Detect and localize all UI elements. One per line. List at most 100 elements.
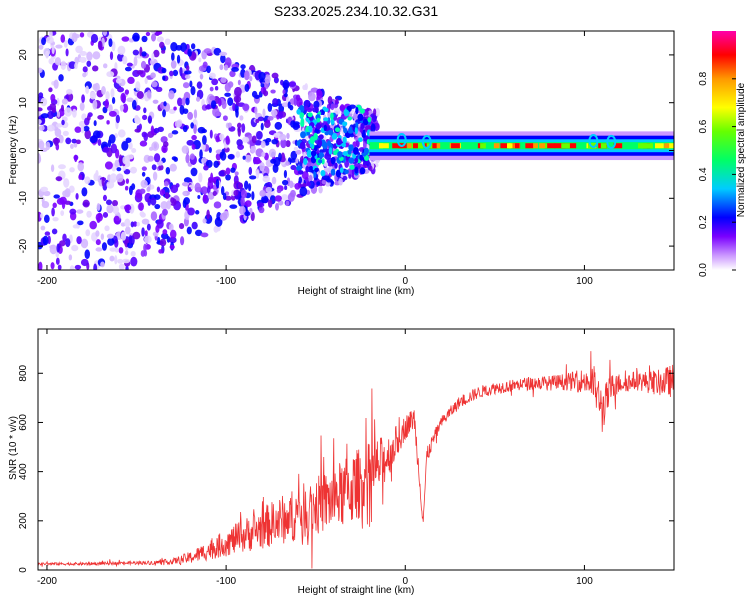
band-hotspot bbox=[529, 143, 538, 149]
spectrogram-blob bbox=[280, 138, 287, 149]
spectrogram-blob bbox=[86, 60, 92, 67]
spectrogram-blob-hot bbox=[320, 170, 326, 177]
spectrogram-blob bbox=[274, 195, 282, 202]
spectrogram-blob bbox=[161, 67, 167, 74]
band-hotspot bbox=[568, 143, 577, 149]
spectrogram-blob-hot bbox=[347, 116, 353, 121]
spectrogram-blob-hot bbox=[321, 158, 325, 165]
y-tick-label: 0 bbox=[18, 147, 29, 153]
spectrogram-blob bbox=[73, 33, 80, 39]
spectrogram-blob bbox=[120, 231, 127, 241]
spectrogram-blob bbox=[56, 243, 60, 253]
spectrogram-blob bbox=[65, 238, 71, 248]
spectrogram-blob bbox=[203, 165, 209, 171]
spectrogram-blob bbox=[162, 229, 168, 235]
spectrogram-blob bbox=[110, 88, 115, 98]
spectrogram-blob bbox=[111, 199, 118, 207]
spectrogram-blob-hot bbox=[313, 145, 318, 152]
spectrogram-blob bbox=[72, 224, 79, 229]
x-tick-label: -100 bbox=[216, 276, 236, 287]
band-hotspot bbox=[641, 143, 653, 149]
spectrogram-blob bbox=[43, 47, 51, 57]
spectrogram-blob bbox=[68, 61, 77, 70]
spectrogram-blob-hot bbox=[322, 141, 328, 150]
spectrogram-blob bbox=[290, 150, 298, 160]
spectrogram-blob bbox=[200, 186, 208, 195]
spectrogram-x-ticks: -200 -100 0 100 bbox=[37, 31, 593, 287]
spectrogram-blob bbox=[239, 205, 246, 216]
spectrogram-blob-hot bbox=[309, 136, 315, 144]
spectrogram-blob bbox=[287, 101, 291, 109]
spectrogram-blob bbox=[222, 115, 228, 121]
spectrogram-x-label: Height of straight line (km) bbox=[298, 286, 415, 297]
spectrogram-blob bbox=[170, 60, 177, 69]
spectrogram-blob bbox=[259, 162, 265, 172]
spectrogram-blob bbox=[84, 129, 92, 140]
spectrogram-blob bbox=[196, 81, 203, 89]
spectrogram-blob-hot bbox=[299, 141, 306, 150]
spectrogram-blob bbox=[169, 163, 177, 172]
spectrogram-blob bbox=[242, 155, 246, 160]
spectrogram-blob bbox=[237, 144, 245, 150]
spectrogram-blob bbox=[118, 129, 126, 138]
spectrogram-blob bbox=[92, 65, 99, 72]
spectrogram-blob bbox=[85, 229, 91, 237]
spectrogram-blob bbox=[45, 141, 51, 151]
spectrogram-blob bbox=[63, 40, 68, 48]
spectrogram-blob bbox=[172, 69, 179, 77]
spectrogram-blob bbox=[130, 250, 136, 257]
spectrogram-blob bbox=[284, 185, 288, 191]
spectrogram-blob bbox=[165, 166, 171, 175]
spectrogram-blob bbox=[295, 158, 299, 164]
spectrogram-blob bbox=[169, 70, 174, 77]
spectrogram-blob bbox=[270, 158, 277, 164]
spectrogram-blob bbox=[120, 105, 124, 112]
band-green bbox=[369, 142, 674, 150]
spectrogram-blob-hot bbox=[334, 162, 338, 169]
spectrogram-blob bbox=[143, 132, 148, 142]
spectrogram-blob bbox=[57, 264, 62, 270]
spectrogram-blob bbox=[161, 49, 166, 54]
spectrogram-blob bbox=[242, 103, 250, 111]
band-hotspot bbox=[613, 143, 623, 149]
spectrogram-blob bbox=[321, 179, 327, 185]
spectrogram-blob bbox=[101, 242, 108, 251]
spectrogram-blob bbox=[146, 90, 152, 99]
spectrogram-blob bbox=[168, 90, 175, 100]
spectrogram-blob bbox=[141, 35, 148, 43]
spectrogram-blob bbox=[304, 83, 308, 91]
spectrogram-blob-hot bbox=[366, 139, 370, 145]
spectrogram-blob bbox=[370, 123, 376, 133]
band-hotspot bbox=[392, 143, 403, 149]
spectrogram-blob bbox=[50, 262, 55, 270]
spectrogram-blob bbox=[219, 64, 224, 71]
spectrogram-blob bbox=[51, 228, 58, 235]
colorbar-tick-label: 0.8 bbox=[698, 71, 709, 85]
spectrogram-blob bbox=[191, 221, 198, 230]
spectrogram-blob bbox=[189, 153, 195, 160]
spectrogram-blob bbox=[54, 57, 62, 66]
spectrogram-blob bbox=[70, 143, 74, 149]
spectrogram-blob bbox=[56, 97, 60, 106]
spectrogram-blob bbox=[187, 207, 195, 216]
spectrogram-blob bbox=[59, 196, 67, 205]
spectrogram-blob bbox=[47, 124, 55, 132]
spectrogram-blob-hot bbox=[336, 137, 342, 146]
spectrogram-blob bbox=[121, 36, 130, 42]
spectrogram-blob bbox=[40, 213, 44, 219]
spectrogram-blob bbox=[151, 81, 158, 88]
spectrogram-blob bbox=[134, 128, 141, 133]
spectrogram-blob bbox=[68, 254, 73, 261]
spectrogram-blob bbox=[143, 107, 147, 114]
spectrogram-blob bbox=[235, 96, 239, 106]
spectrogram-blob bbox=[131, 99, 137, 110]
colorbar-label: Normalized spectral amplitude bbox=[736, 82, 747, 217]
spectrogram-blob-hot bbox=[303, 157, 308, 166]
spectrogram-blob bbox=[220, 77, 227, 83]
band-hotspot bbox=[407, 143, 412, 149]
spectrogram-blob bbox=[111, 96, 116, 105]
spectrogram-blob bbox=[38, 107, 43, 112]
spectrogram-blob bbox=[244, 83, 250, 92]
spectrogram-blob bbox=[219, 51, 228, 57]
spectrogram-blob bbox=[164, 38, 171, 45]
